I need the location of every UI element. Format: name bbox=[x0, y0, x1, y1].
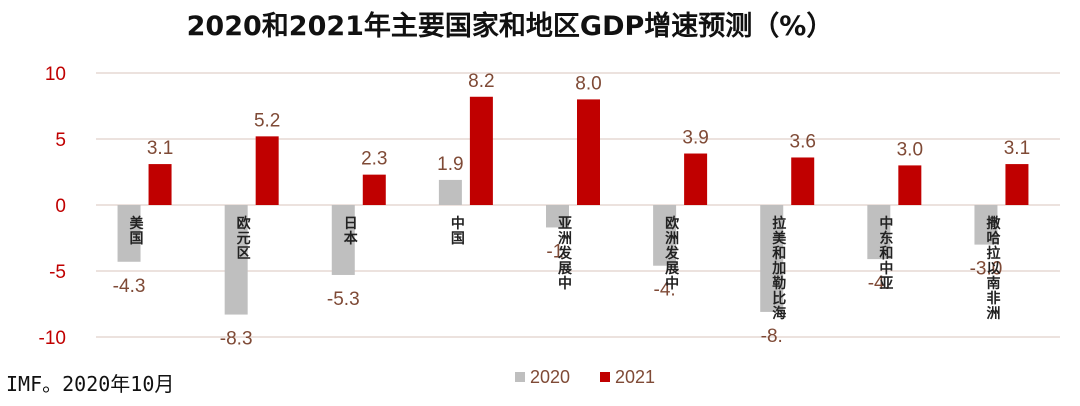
bar-2021 bbox=[469, 96, 493, 205]
category-label-char: 洲 bbox=[665, 231, 679, 247]
data-labels: -4.3 3.1 -8.3 5.2 -5.3 2.3 1.9 8.2 -1. 8.0 -4. 3.9 -… bbox=[113, 71, 1030, 350]
category-label-char: 展 bbox=[665, 261, 679, 277]
category-label-char: 欧 bbox=[237, 215, 251, 232]
category-label-char: 发 bbox=[557, 245, 573, 262]
category-label-char: 亚 bbox=[879, 276, 893, 292]
data-label-2021: 3.1 bbox=[1004, 138, 1030, 159]
data-label-2021: 2.3 bbox=[361, 149, 387, 170]
data-label-2020: -8. bbox=[761, 326, 783, 347]
category-label-char: 洲 bbox=[558, 231, 572, 247]
category-label-char: 国 bbox=[130, 231, 144, 247]
data-label-2021: 5.2 bbox=[254, 110, 280, 131]
data-label-2020: -1. bbox=[546, 241, 568, 262]
bar-2020 bbox=[867, 205, 891, 260]
bar-2020 bbox=[974, 205, 998, 245]
bar-2021 bbox=[577, 99, 600, 205]
category-label-char: 国 bbox=[451, 231, 465, 247]
category-label-char: 中 bbox=[665, 275, 679, 292]
bar-2020 bbox=[546, 205, 569, 228]
data-label-2020: -3.0 bbox=[970, 259, 1003, 280]
category-label-char: 中 bbox=[879, 215, 893, 232]
data-label-2020: 1.9 bbox=[437, 154, 463, 175]
category-label-char: 元 bbox=[237, 231, 251, 247]
legend-label-2021: 2021 bbox=[615, 367, 655, 387]
category-label-char: 中 bbox=[451, 215, 465, 232]
data-label-2020: -4. bbox=[654, 280, 676, 301]
category-label-char: 拉 bbox=[986, 245, 1000, 262]
category-label-char: 美 bbox=[772, 230, 787, 247]
category-label-char: 中 bbox=[558, 275, 572, 292]
legend-label-2020: 2020 bbox=[530, 367, 570, 387]
category-label-char: 中 bbox=[879, 260, 893, 277]
source-note: IMF。2020年10月 bbox=[6, 372, 175, 396]
data-label-2021: 3.6 bbox=[790, 131, 816, 152]
bars bbox=[117, 96, 1029, 315]
bar-2020 bbox=[331, 205, 355, 275]
data-label-2020: -5.3 bbox=[327, 289, 360, 310]
data-label-2021: 8.2 bbox=[468, 71, 494, 92]
bar-2021 bbox=[791, 157, 815, 205]
category-label-char: 和 bbox=[772, 246, 786, 262]
category-label-char: 加 bbox=[771, 261, 786, 277]
category-label-char: 发 bbox=[664, 245, 680, 262]
category-label-char: 哈 bbox=[986, 230, 1000, 247]
bar-2020 bbox=[438, 179, 462, 205]
category-label-char: 比 bbox=[772, 290, 786, 307]
bar-2021 bbox=[148, 164, 172, 205]
category-label-char: 撒 bbox=[986, 215, 1001, 232]
chart-title: 2020和2021年主要国家和地区GDP增速预测（%） bbox=[186, 11, 834, 42]
category-label-char: 勒 bbox=[772, 275, 786, 292]
data-label-2020: -8.3 bbox=[220, 329, 253, 350]
data-label-2020: -4.3 bbox=[113, 276, 146, 297]
category-label-char: 和 bbox=[879, 246, 893, 262]
legend-swatch-2021 bbox=[600, 372, 610, 382]
y-tick-label: -10 bbox=[39, 328, 66, 349]
y-tick-label: -5 bbox=[49, 262, 66, 283]
category-label-char: 非 bbox=[986, 290, 1000, 307]
category-label-char: 南 bbox=[986, 275, 1000, 292]
data-label-2021: 3.1 bbox=[147, 138, 173, 159]
bar-2020 bbox=[653, 205, 677, 266]
bar-2021 bbox=[684, 153, 708, 205]
bar-2020 bbox=[224, 205, 248, 315]
data-label-2020: -4. bbox=[868, 273, 890, 294]
category-label-char: 亚 bbox=[558, 216, 572, 232]
data-label-2021: 8.0 bbox=[575, 73, 601, 94]
bar-2021 bbox=[255, 136, 279, 205]
bar-2021 bbox=[362, 174, 386, 205]
y-tick-label: 0 bbox=[55, 196, 66, 217]
bar-2021 bbox=[898, 165, 922, 205]
y-tick-label: 5 bbox=[55, 130, 66, 151]
bar-2020 bbox=[117, 205, 141, 262]
y-tick-label: 10 bbox=[45, 64, 66, 85]
category-label-char: 日 bbox=[344, 216, 358, 232]
bar-2021 bbox=[1005, 164, 1029, 205]
category-label-char: 区 bbox=[237, 246, 251, 262]
category-label-char: 本 bbox=[344, 230, 359, 247]
category-label-char: 美 bbox=[130, 215, 145, 232]
category-label-char: 东 bbox=[879, 230, 893, 247]
category-label-char: 拉 bbox=[772, 215, 786, 232]
category-label-char: 展 bbox=[558, 261, 572, 277]
legend: 2020 2021 bbox=[515, 367, 655, 387]
category-label-char: 洲 bbox=[986, 306, 1000, 322]
legend-swatch-2020 bbox=[515, 372, 525, 382]
data-label-2021: 3.9 bbox=[682, 128, 708, 149]
y-axis: -10 -5 0 5 10 bbox=[39, 64, 66, 349]
category-label-char: 欧 bbox=[665, 215, 679, 232]
category-label-char: 以 bbox=[986, 261, 1000, 277]
data-label-2021: 3.0 bbox=[897, 139, 923, 160]
category-label-char: 海 bbox=[772, 305, 786, 322]
bar-2020 bbox=[760, 205, 784, 312]
